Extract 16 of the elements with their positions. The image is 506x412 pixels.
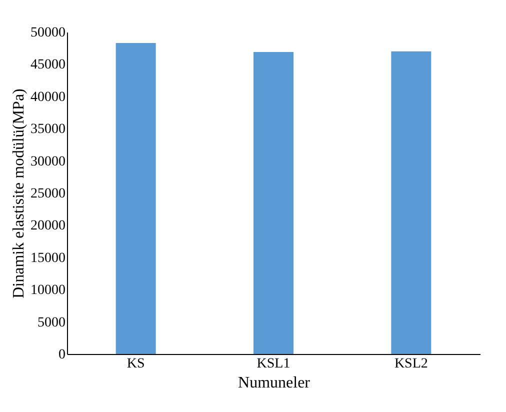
y-tick-label: 5000	[38, 315, 66, 330]
x-tick-label: KSL1	[256, 356, 290, 372]
y-tick-label: 10000	[30, 283, 66, 298]
y-tick-label: 30000	[30, 154, 66, 170]
y-tick-label: 35000	[30, 122, 66, 138]
y-tick-label: 40000	[30, 90, 66, 105]
x-tick-label: KSL2	[394, 356, 428, 372]
y-axis-title: Dinamik elastisite modülü(MPa)	[10, 88, 28, 298]
y-tick-label: 20000	[30, 218, 66, 234]
y-tick-label: 0	[58, 348, 66, 362]
y-tick-label: 50000	[30, 26, 66, 40]
y-tick-label: 15000	[30, 250, 66, 266]
y-tick-label: 45000	[30, 58, 66, 73]
x-tick-label: KS	[126, 356, 145, 372]
y-tick-label: 25000	[30, 186, 66, 202]
x-axis-title: Numuneler	[238, 374, 311, 392]
